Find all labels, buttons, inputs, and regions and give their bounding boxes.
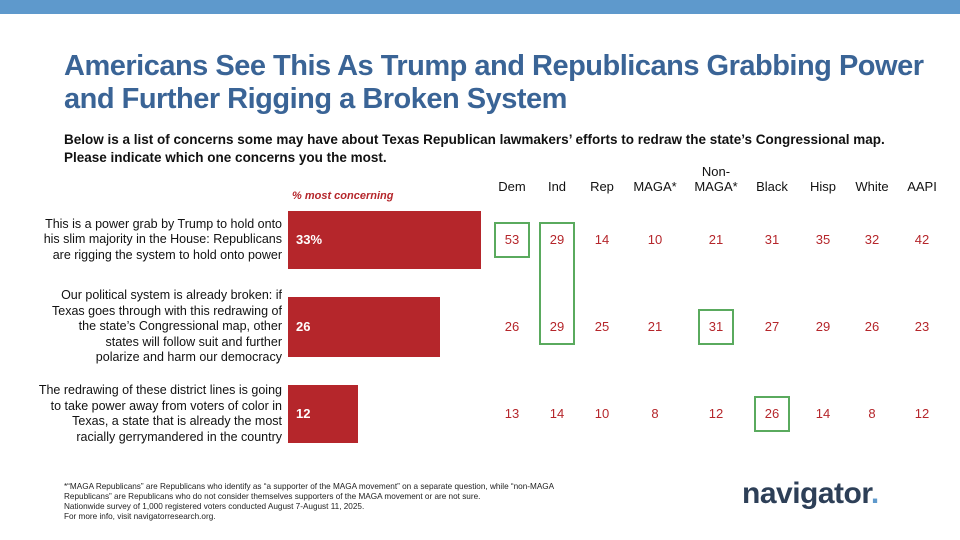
footnote-line: *“MAGA Republicans” are Republicans who … <box>64 482 555 491</box>
row-label: Our political system is already broken: … <box>52 288 282 365</box>
table-cell: 53 <box>504 232 520 247</box>
column-header-black: Black <box>756 179 788 194</box>
top-accent-bar <box>0 0 960 14</box>
table-cell: 12 <box>708 406 724 421</box>
table-cell: 12 <box>914 406 930 421</box>
table-cell: 14 <box>594 232 610 247</box>
bar-value-label: 12 <box>296 406 311 421</box>
footnote: *“MAGA Republicans” are Republicans who … <box>64 482 624 522</box>
table-cell: 14 <box>549 406 565 421</box>
measure-label: % most concerning <box>292 190 394 202</box>
table-cell: 10 <box>594 406 610 421</box>
column-header-hisp: Hisp <box>809 179 836 194</box>
question-line: Below is a list of concerns some may hav… <box>64 132 885 147</box>
table-cell: 31 <box>708 319 724 334</box>
highlight-box <box>754 396 790 432</box>
table-cell: 8 <box>868 406 876 421</box>
navigator-logo: navigator. <box>742 477 879 511</box>
table-cell: 10 <box>647 232 663 247</box>
bar-value-label: 33% <box>296 232 323 247</box>
logo-dot: . <box>870 477 879 510</box>
question-line: Please indicate which one concerns you t… <box>64 150 387 165</box>
title-line: and Further Rigging a Broken System <box>64 83 567 115</box>
table-cell: 21 <box>708 232 724 247</box>
table-cell: 35 <box>815 232 831 247</box>
row-label: This is a power grab by Trump to hold on… <box>43 216 282 262</box>
table-cell: 31 <box>764 232 780 247</box>
bar-value-label: 26 <box>296 319 311 334</box>
table-cell: 29 <box>549 232 565 247</box>
title-line: Americans See This As Trump and Republic… <box>64 50 924 82</box>
table-cell: 26 <box>864 319 880 334</box>
column-header-rep: Rep <box>590 179 614 194</box>
table-cell: 29 <box>815 319 831 334</box>
row-label: The redrawing of these district lines is… <box>38 383 282 444</box>
table-cell: 8 <box>651 406 659 421</box>
logo-text: navigator <box>742 477 871 510</box>
table-cell: 21 <box>647 319 663 334</box>
highlight-box <box>539 222 575 345</box>
column-header-ind: Ind <box>547 179 567 194</box>
table-cell: 13 <box>504 406 520 421</box>
footnote-line: Republicans” are Republicans who do not … <box>64 492 481 501</box>
table-cell: 32 <box>864 232 880 247</box>
table-cell: 42 <box>914 232 930 247</box>
column-header-maga: MAGA* <box>633 179 677 194</box>
footnote-line: Nationwide survey of 1,000 registered vo… <box>64 502 365 511</box>
table-cell: 27 <box>764 319 780 334</box>
highlight-box <box>698 309 734 345</box>
highlight-box <box>494 222 530 258</box>
page-title: Americans See This As Trump and Republic… <box>64 50 944 116</box>
table-cell: 14 <box>815 406 831 421</box>
bar <box>288 211 481 269</box>
bar <box>288 385 359 443</box>
column-header-white: White <box>855 179 889 194</box>
table-cell: 23 <box>914 319 930 334</box>
question-text: Below is a list of concerns some may hav… <box>64 131 944 167</box>
table-cell: 29 <box>549 319 565 334</box>
column-header-nonmaga: Non- MAGA* <box>694 164 738 194</box>
footnote-line: For more info, visit navigatorresearch.o… <box>64 512 216 521</box>
bar <box>288 297 441 357</box>
table-cell: 26 <box>764 406 780 421</box>
column-header-aapi: AAPI <box>907 179 937 194</box>
table-cell: 25 <box>594 319 610 334</box>
table-cell: 26 <box>504 319 520 334</box>
column-header-dem: Dem <box>498 179 526 194</box>
